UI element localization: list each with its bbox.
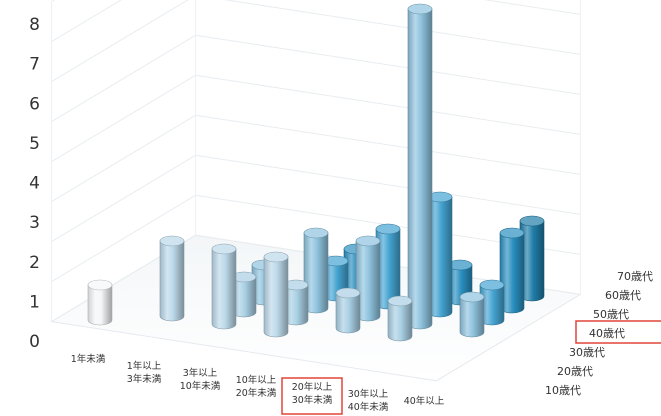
bar-column (335, 287, 361, 334)
side-wall-gridline (51, 0, 56, 3)
back-wall-gridline (195, 114, 581, 175)
bar-column (87, 279, 113, 326)
bar-column (499, 227, 525, 314)
x-tick-label-line: 30年未満 (292, 394, 333, 406)
y-tick-label: 4 (29, 174, 40, 194)
y-tick-label: 1 (29, 292, 40, 312)
z-tick-label: 40歳代 (589, 327, 625, 340)
bar-top (211, 243, 237, 255)
bar-body (263, 256, 289, 338)
bar-body (335, 292, 361, 334)
x-tick-label-line: 40年未満 (348, 401, 389, 413)
bar-column (303, 227, 329, 314)
bar-top (459, 291, 485, 303)
y-tick-label: 6 (29, 94, 40, 114)
bar-column (479, 279, 505, 326)
back-wall-gridline (195, 154, 581, 215)
bar-top (263, 251, 289, 263)
bar-top (407, 3, 433, 15)
bar-top (387, 295, 413, 307)
bar-column (211, 243, 237, 330)
bar-top (519, 215, 545, 227)
side-wall-gridline (51, 114, 196, 203)
z-tick-label: 70歳代 (617, 270, 653, 283)
x-tick-label-line: 1年以上 (127, 360, 162, 372)
bar-top (335, 287, 361, 299)
bar-column (387, 295, 413, 342)
side-wall-gridline (51, 0, 189, 83)
bar-column (355, 235, 381, 322)
bar-column (263, 251, 289, 338)
highlight-box (281, 377, 343, 415)
bar-body (387, 300, 413, 342)
bar-column (459, 291, 485, 338)
side-wall-gridline (51, 34, 196, 123)
x-tick-label: 1年未満 (71, 353, 106, 365)
back-wall-gridline (195, 74, 581, 135)
back-wall-gridline (483, 0, 581, 15)
bar-column (427, 191, 453, 318)
x-tick-label-line: 1年未満 (71, 353, 106, 365)
y-tick-label: 0 (29, 332, 40, 352)
bar-top (159, 235, 185, 247)
bar-column (159, 235, 185, 322)
y-tick-label: 2 (29, 253, 40, 273)
highlight-box (575, 320, 661, 344)
side-wall-gridline (51, 74, 196, 163)
y-tick-label: 8 (29, 15, 40, 35)
y-tick-label: 5 (29, 134, 40, 154)
side-wall-gridline (51, 0, 122, 43)
x-tick-label-line: 20年未満 (236, 387, 277, 399)
back-wall-gridline (223, 0, 581, 55)
bar-top (499, 227, 525, 239)
x-tick-label-line: 40年以上 (404, 395, 445, 407)
x-tick-label: 40年以上 (404, 395, 445, 407)
bar-body (211, 248, 237, 330)
x-tick-label-line: 30年以上 (348, 388, 389, 400)
x-tick-label-line: 10年以上 (236, 374, 277, 386)
z-tick-label: 30歳代 (569, 346, 605, 359)
bar-column (407, 3, 433, 330)
x-tick-label-line: 3年以上 (183, 367, 218, 379)
bar-body (87, 284, 113, 326)
z-tick-label: 20歳代 (557, 365, 593, 378)
z-tick-label: 60歳代 (605, 289, 641, 302)
z-tick-label: 50歳代 (593, 308, 629, 321)
bar-top (303, 227, 329, 239)
bar-column (231, 271, 257, 318)
z-tick-label: 10歳代 (545, 384, 581, 397)
x-tick-label-line: 3年未満 (127, 373, 162, 385)
x-tick-label-line: 10年未満 (180, 380, 221, 392)
y-tick-label: 7 (29, 55, 40, 75)
bar-top (479, 279, 505, 291)
bar-top (375, 223, 401, 235)
bar-body (159, 240, 185, 322)
bar-body (407, 8, 433, 330)
y-tick-label: 3 (29, 213, 40, 233)
bar-body (459, 296, 485, 338)
x-tick-label-line: 20年以上 (292, 381, 333, 393)
bar-top (87, 279, 113, 291)
side-wall-gridline (51, 154, 196, 243)
side-wall-gridline (51, 194, 196, 283)
back-wall-gridline (195, 34, 581, 95)
bar-top (355, 235, 381, 247)
